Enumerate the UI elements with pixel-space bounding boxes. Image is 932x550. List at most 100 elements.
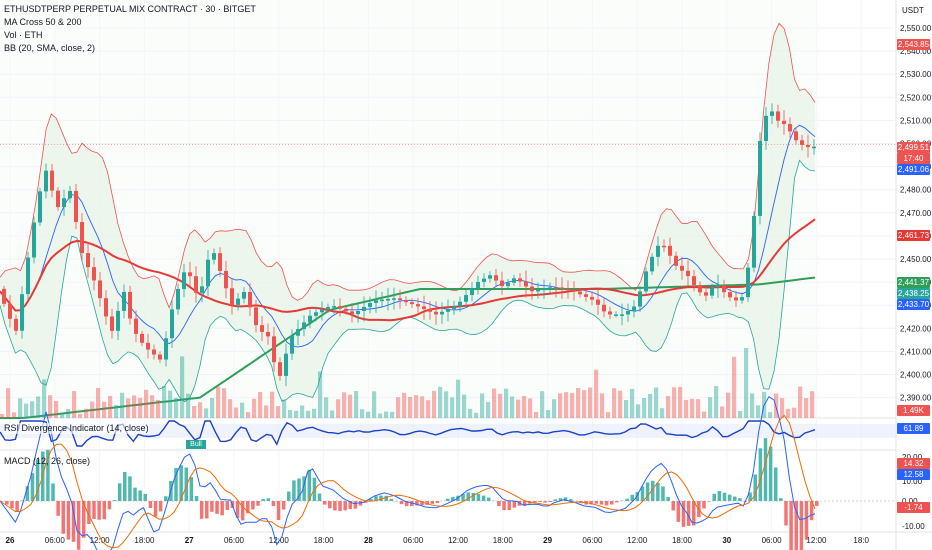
volume-bar xyxy=(660,408,665,418)
candle-body xyxy=(674,255,678,266)
time-tick-label: 12:00 xyxy=(806,536,827,545)
macd-hist-bar xyxy=(302,476,306,501)
candle-body xyxy=(608,311,612,315)
candle-body xyxy=(452,306,456,310)
candle-body xyxy=(464,295,468,302)
volume-bar xyxy=(618,390,623,418)
legend-ma-cross[interactable]: MA Cross 50 & 200 xyxy=(4,17,82,27)
legend-volume[interactable]: Vol · ETH xyxy=(4,30,43,40)
rsi-value-tag: 61.89 xyxy=(897,423,930,434)
candle-body xyxy=(248,291,252,308)
macd-hist-bar xyxy=(82,501,86,538)
price-tick-label: 2,470.00 xyxy=(900,209,932,218)
volume-bar xyxy=(162,386,167,418)
macd-hist-bar xyxy=(369,498,373,501)
candle-body xyxy=(620,314,624,316)
macd-hist-bar xyxy=(794,501,798,550)
macd-hist-bar xyxy=(758,448,763,501)
candle-body xyxy=(716,285,720,287)
volume-bar xyxy=(0,414,5,418)
tag-ma50: 2,461.73 xyxy=(897,230,930,241)
macd-hist-bar xyxy=(123,472,127,501)
volume-bar xyxy=(474,412,479,418)
candles xyxy=(2,103,816,387)
price-tick-label: 2,410.00 xyxy=(900,347,932,356)
macd-hist-bar xyxy=(661,486,665,501)
macd-hist-bar xyxy=(604,501,609,506)
candle-body xyxy=(314,312,318,316)
candle-body xyxy=(50,170,54,191)
macd-hist-bar xyxy=(266,498,271,501)
candle-body xyxy=(770,111,774,116)
time-tick-label: 12:00 xyxy=(448,536,469,545)
macd-hist-bar xyxy=(425,501,429,505)
candle-body xyxy=(800,140,804,145)
macd-legend[interactable]: MACD (12, 26, close) xyxy=(4,456,91,466)
macd-hist-bar xyxy=(194,496,199,501)
volume-bar xyxy=(534,411,539,418)
candle-body xyxy=(266,331,270,337)
macd-tick-neg10: -10.00 xyxy=(902,522,925,531)
volume-bar xyxy=(624,400,629,418)
volume-bar xyxy=(222,388,227,418)
macd-hist-bar xyxy=(348,501,353,510)
macd-hist-bar xyxy=(307,469,312,501)
volume-bar xyxy=(336,399,341,418)
macd-hist-bar xyxy=(215,501,219,514)
volume-bar xyxy=(450,397,455,418)
tag-extra: 2,433.70 xyxy=(897,299,930,310)
candle-body xyxy=(374,300,378,303)
volume-bar xyxy=(708,397,713,418)
macd-hist-bar xyxy=(399,501,404,505)
macd-hist-bar xyxy=(389,498,394,501)
candle-body xyxy=(740,297,744,301)
candle-body xyxy=(170,309,174,339)
macd-hist-bar xyxy=(15,501,19,512)
volume-bar xyxy=(390,411,395,418)
candle-body xyxy=(428,309,432,312)
macd-histogram xyxy=(0,438,819,550)
rsi-legend[interactable]: RSI Divergence Indicator (14, close) xyxy=(4,423,149,434)
macd-hist-bar xyxy=(246,501,250,514)
candle-body xyxy=(14,318,18,331)
macd-hist-bar xyxy=(225,501,230,510)
volume-bar xyxy=(414,395,419,418)
candle-body xyxy=(638,291,642,307)
macd-hist-bar xyxy=(112,500,117,501)
candle-body xyxy=(122,291,126,311)
macd-hist-bar xyxy=(179,465,183,501)
candle-body xyxy=(446,309,450,312)
candle-body xyxy=(632,306,636,312)
volume-bar xyxy=(24,403,29,418)
macd-hist-bar xyxy=(481,495,486,501)
candle-body xyxy=(188,272,192,277)
volume-bar xyxy=(270,391,275,418)
legend-bollinger[interactable]: BB (20, SMA, close, 2) xyxy=(4,43,96,53)
bb-upper-line xyxy=(0,22,816,309)
candle-body xyxy=(680,265,684,271)
candle-body xyxy=(278,362,282,376)
price-tick-label: 2,550.00 xyxy=(900,24,932,33)
macd-hist-bar xyxy=(384,495,388,501)
volume-bar xyxy=(654,387,659,418)
macd-hist-bar xyxy=(143,493,148,501)
macd-hist-bar xyxy=(358,501,363,506)
volume-bars xyxy=(0,348,815,418)
macd-hist-bar xyxy=(666,496,670,501)
macd-hist-bar xyxy=(46,449,50,501)
macd-hist-bar xyxy=(435,501,440,504)
macd-hist-bar xyxy=(773,467,778,501)
macd-hist-bar xyxy=(30,473,35,501)
volume-bar xyxy=(798,386,803,418)
macd-hist-bar xyxy=(148,501,153,509)
candle-body xyxy=(590,296,594,300)
macd-hist-bar xyxy=(404,501,409,507)
volume-bar xyxy=(384,411,389,418)
volume-bar xyxy=(150,395,155,418)
volume-bar xyxy=(120,392,125,418)
candle-body xyxy=(308,315,312,323)
macd-hist-bar xyxy=(763,438,768,501)
macd-hist-bar xyxy=(625,498,629,501)
